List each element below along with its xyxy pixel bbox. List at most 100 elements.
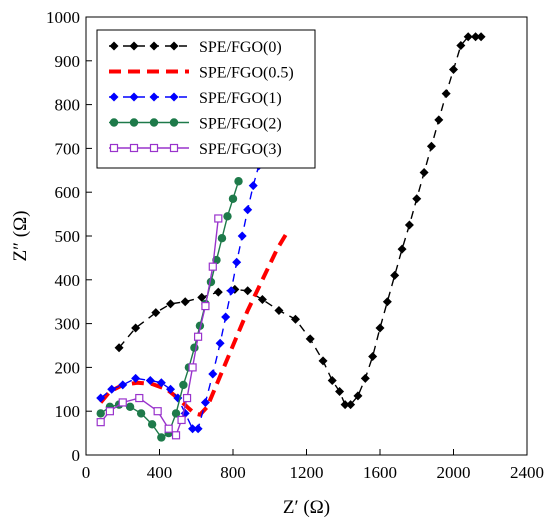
data-point (215, 338, 225, 348)
data-point (449, 65, 458, 75)
data-point (305, 334, 315, 344)
data-point (232, 257, 242, 267)
data-point (290, 314, 300, 324)
data-point (226, 286, 236, 296)
data-point (188, 424, 198, 434)
data-point (136, 409, 146, 418)
data-point (318, 356, 328, 366)
data-point (96, 418, 105, 427)
y-tick-label: 900 (55, 52, 81, 71)
data-point (441, 89, 451, 99)
y-tick-label: 200 (55, 358, 81, 377)
legend: SPE/FGO(0) SPE/FGO(0.5) SPE/FGO(1) SPE/FGO(… (96, 29, 316, 169)
legend-marker (169, 118, 179, 127)
data-point (135, 393, 144, 403)
series-4 (96, 214, 223, 440)
data-point (145, 376, 155, 386)
data-point (228, 194, 238, 203)
data-point (382, 297, 392, 307)
data-point (166, 384, 176, 394)
y-tick-label: 300 (55, 315, 81, 334)
x-tick-label: 400 (147, 463, 173, 482)
legend-label: SPE/FGO(3) (199, 141, 282, 158)
legend-marker (149, 41, 159, 51)
legend-item: SPE/FGO(0) (109, 39, 282, 56)
legend-marker (169, 41, 179, 51)
data-point (118, 380, 128, 390)
x-axis-title: Z′ (Ω) (283, 497, 330, 518)
data-point (171, 431, 181, 440)
data-point (223, 212, 232, 221)
data-point (456, 40, 466, 50)
data-point (96, 409, 105, 418)
x-tick-label: 1600 (363, 463, 397, 482)
data-point (390, 270, 400, 280)
data-point (340, 400, 350, 410)
data-point (171, 409, 181, 418)
data-point (248, 181, 258, 191)
y-tick-label: 400 (55, 271, 81, 290)
data-point (471, 32, 481, 42)
data-point (221, 312, 231, 322)
data-point (237, 231, 247, 241)
data-point (353, 391, 363, 401)
plot-area (96, 32, 486, 442)
data-point (214, 214, 223, 223)
data-point (107, 384, 117, 394)
data-point (274, 305, 284, 315)
legend-marker (129, 118, 139, 127)
data-point (463, 32, 473, 42)
x-tick-label: 1200 (290, 463, 324, 482)
data-point (404, 220, 414, 230)
legend-label: SPE/FGO(0) (199, 39, 282, 56)
data-point (193, 332, 203, 341)
legend-marker (109, 92, 119, 102)
data-point (234, 177, 243, 186)
data-point (96, 393, 106, 403)
y-axis-title: Z″ (Ω) (10, 210, 31, 261)
data-point (197, 292, 207, 302)
data-point (257, 295, 267, 305)
data-point (213, 287, 223, 297)
data-point (397, 244, 407, 254)
data-point (164, 424, 173, 433)
series-line (99, 232, 289, 417)
data-point (426, 141, 436, 151)
y-tick-label: 0 (72, 446, 81, 465)
series-0 (114, 32, 486, 410)
y-tick-label: 700 (55, 139, 81, 158)
series-2 (96, 161, 264, 434)
legend-marker (149, 143, 159, 153)
data-point (147, 420, 157, 429)
data-point (157, 433, 166, 442)
y-tick-label: 800 (55, 96, 81, 115)
axes: 0 400 800 1200 1600 2000 2400 0 100 200 300 400 500 6… (46, 8, 544, 482)
data-point (177, 415, 186, 425)
legend-item: SPE/FGO(0.5) (109, 65, 294, 82)
data-point (201, 301, 210, 311)
data-point (243, 205, 253, 215)
legend-item: SPE/FGO(3) (109, 141, 282, 158)
legend-marker (129, 143, 139, 153)
x-tick-label: 2400 (510, 463, 544, 482)
data-point (243, 286, 253, 296)
data-point (200, 397, 210, 407)
data-point (375, 323, 385, 333)
data-point (419, 167, 429, 177)
data-point (193, 424, 203, 434)
series-1 (99, 232, 289, 417)
y-tick-label: 500 (55, 227, 81, 246)
series-line (100, 165, 260, 430)
data-point (182, 393, 192, 403)
legend-marker (109, 143, 119, 153)
data-point (118, 398, 127, 407)
data-point (217, 233, 227, 243)
data-point (180, 297, 190, 307)
data-point (412, 194, 422, 204)
data-point (434, 115, 444, 125)
legend-marker (149, 118, 159, 127)
legend-item: SPE/FGO(2) (109, 116, 282, 133)
legend-marker (169, 143, 179, 153)
data-point (476, 32, 486, 42)
data-point (166, 299, 176, 309)
